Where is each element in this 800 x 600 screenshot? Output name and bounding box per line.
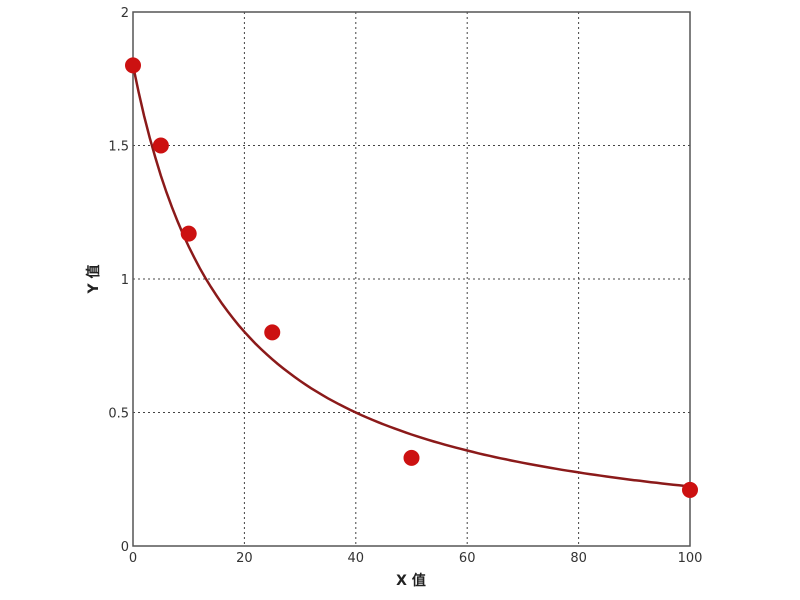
x-tick-label: 20 — [236, 551, 253, 566]
data-point — [264, 324, 281, 341]
x-tick-label: 40 — [348, 551, 365, 566]
tick-labels: 0 20 40 60 80 100 0 0.5 1 1.5 2 — [108, 6, 702, 566]
x-tick-label: 80 — [570, 551, 587, 566]
y-tick-label: 1.5 — [108, 140, 129, 155]
y-tick-label: 0 — [121, 540, 129, 555]
x-tick-label: 60 — [459, 551, 476, 566]
grid — [133, 12, 690, 546]
data-point — [125, 57, 141, 74]
y-tick-label: 1 — [121, 273, 129, 288]
y-tick-label: 2 — [121, 6, 129, 21]
data-point — [682, 481, 698, 498]
fit-curve — [131, 65, 691, 488]
data-point — [180, 225, 197, 242]
y-tick-label: 0.5 — [108, 407, 129, 422]
plot-frame — [132, 11, 691, 547]
data-point — [152, 137, 169, 154]
x-tick-label: 0 — [129, 551, 137, 566]
x-axis-label: X 值 — [396, 572, 426, 589]
y-axis-label: Y 值 — [85, 264, 102, 294]
data-points — [125, 57, 698, 498]
x-tick-label: 100 — [678, 551, 703, 566]
data-point — [403, 449, 420, 466]
